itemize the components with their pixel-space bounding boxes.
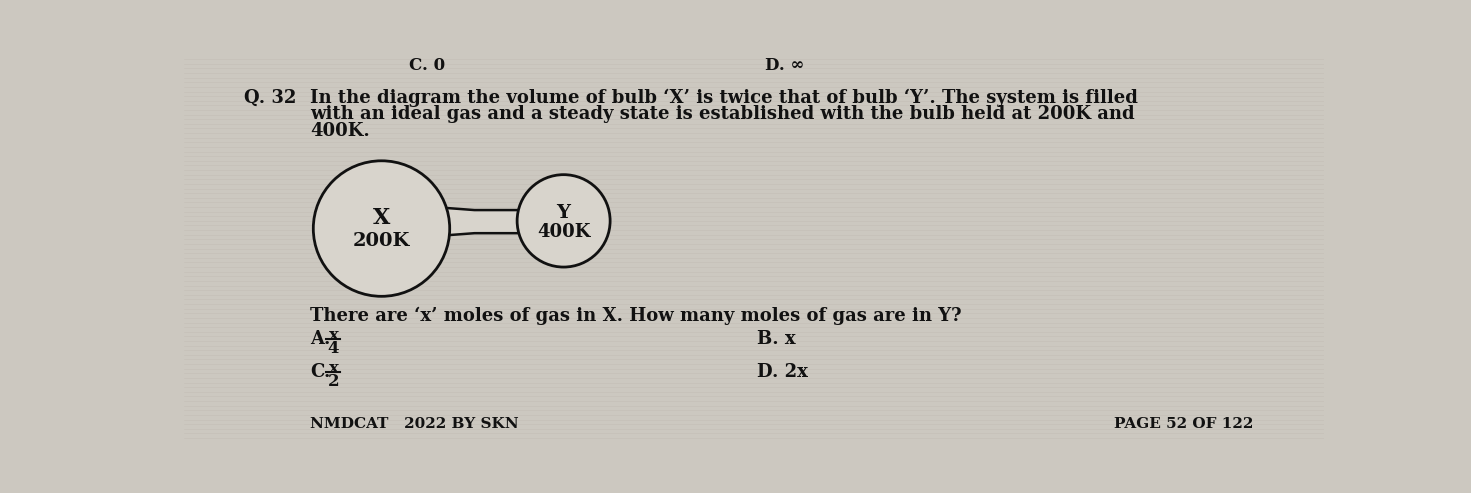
Text: C. 0: C. 0 <box>409 57 444 74</box>
Text: 200K: 200K <box>353 232 410 250</box>
Text: B. x: B. x <box>758 330 796 348</box>
Text: D. ∞: D. ∞ <box>765 57 805 74</box>
Text: x: x <box>328 327 338 344</box>
Text: D. 2x: D. 2x <box>758 363 808 381</box>
Text: X: X <box>372 207 390 229</box>
Text: 400K.: 400K. <box>310 122 369 141</box>
Text: NMDCAT   2022 BY SKN: NMDCAT 2022 BY SKN <box>310 417 519 431</box>
Text: Y: Y <box>556 204 571 222</box>
Circle shape <box>518 175 610 267</box>
Text: A.: A. <box>310 330 331 348</box>
Text: 400K: 400K <box>537 223 590 241</box>
Text: PAGE 52 OF 122: PAGE 52 OF 122 <box>1114 417 1253 431</box>
Text: with an ideal gas and a steady state is established with the bulb held at 200K a: with an ideal gas and a steady state is … <box>310 106 1134 123</box>
Text: Q. 32: Q. 32 <box>244 88 297 106</box>
Circle shape <box>313 161 450 296</box>
Text: C.: C. <box>310 363 331 381</box>
Polygon shape <box>434 207 521 236</box>
Text: x: x <box>328 360 338 377</box>
Text: There are ‘x’ moles of gas in X. How many moles of gas are in Y?: There are ‘x’ moles of gas in X. How man… <box>310 307 962 325</box>
Text: In the diagram the volume of bulb ‘X’ is twice that of bulb ‘Y’. The system is f: In the diagram the volume of bulb ‘X’ is… <box>310 88 1139 107</box>
Text: 2: 2 <box>328 373 340 390</box>
Text: 4: 4 <box>328 340 340 357</box>
